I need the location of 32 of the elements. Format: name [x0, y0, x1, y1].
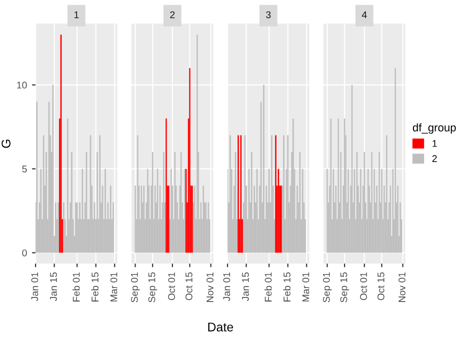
x-tick-label: Sep 15 [340, 272, 350, 302]
x-tick-label: Mar 01 [110, 272, 118, 302]
x-tick-label: Oct 01 [360, 272, 367, 300]
legend-label: 2 [432, 155, 437, 162]
x-tick-label: Oct 15 [185, 272, 192, 300]
x-tick-label: Feb 01 [264, 272, 272, 302]
chart-title: 1 [74, 11, 79, 18]
x-tick-label: Nov 01 [398, 272, 406, 302]
y-tick-label: 0 [22, 249, 27, 256]
y-tick-label: 10 [17, 82, 27, 89]
x-tick-label: Oct 01 [168, 272, 176, 300]
y-tick-label: 5 [22, 166, 27, 172]
x-tick-label: Jan 15 [50, 272, 57, 302]
x-tick-label: Sep 01 [322, 272, 332, 302]
x-tick-label: Mar 01 [302, 272, 310, 302]
chart-title: 3 [266, 11, 271, 18]
legend-title: df_group [412, 123, 456, 134]
x-tick-label: Oct 15 [377, 272, 384, 300]
x-axis-title: Date [208, 322, 234, 332]
chart-title: 2 [170, 11, 175, 18]
y-axis-title: G [2, 140, 10, 148]
x-tick-label: Feb 15 [91, 272, 98, 302]
x-tick-label: Sep 15 [148, 272, 158, 302]
x-tick-label: Jan 15 [242, 272, 249, 302]
legend-label: 1 [432, 140, 437, 147]
x-tick-label: Feb 15 [283, 272, 290, 302]
chart-title: 4 [362, 11, 367, 18]
x-tick-label: Sep 01 [130, 272, 140, 302]
x-tick-label: Jan 01 [31, 272, 38, 302]
x-tick-label: Feb 01 [72, 272, 80, 302]
x-tick-label: Nov 01 [206, 272, 214, 302]
x-tick-label: Jan 01 [223, 272, 230, 302]
